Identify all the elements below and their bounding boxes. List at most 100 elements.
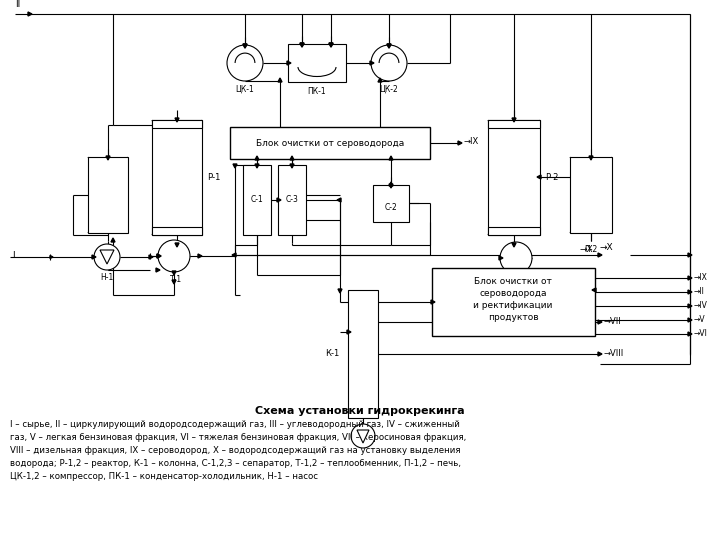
Text: П-2: П-2	[585, 245, 598, 253]
Text: Н-1: Н-1	[100, 273, 114, 282]
Bar	[88, 157, 128, 233]
Text: →X: →X	[580, 245, 593, 253]
Polygon shape	[329, 43, 333, 47]
Polygon shape	[232, 253, 236, 257]
Polygon shape	[100, 250, 114, 264]
Polygon shape	[290, 156, 294, 160]
Text: продуктов: продуктов	[487, 314, 539, 322]
Polygon shape	[172, 280, 176, 284]
Polygon shape	[290, 164, 294, 168]
Text: →IX: →IX	[694, 273, 708, 281]
Text: Блок очистки от: Блок очистки от	[474, 278, 552, 287]
Polygon shape	[287, 61, 291, 65]
Polygon shape	[688, 304, 692, 308]
Polygon shape	[512, 118, 516, 122]
Text: →VI: →VI	[694, 328, 708, 338]
Polygon shape	[92, 255, 96, 259]
Polygon shape	[378, 78, 382, 82]
Bar	[488, 120, 540, 235]
Polygon shape	[512, 243, 516, 247]
Polygon shape	[387, 44, 391, 48]
Polygon shape	[688, 332, 692, 336]
Circle shape	[371, 45, 407, 81]
Polygon shape	[156, 268, 160, 272]
Text: →VIII: →VIII	[604, 348, 624, 357]
Polygon shape	[175, 243, 179, 247]
Polygon shape	[688, 318, 692, 322]
Text: С-1: С-1	[251, 195, 264, 205]
Polygon shape	[50, 255, 53, 259]
Bar	[243, 165, 271, 235]
Bar	[152, 227, 202, 235]
Polygon shape	[157, 254, 161, 258]
Text: I – сырье, II – циркулирующий водородсодержащий газ, III – углеводородный газ, I: I – сырье, II – циркулирующий водородсод…	[10, 420, 460, 429]
Polygon shape	[300, 43, 304, 47]
Polygon shape	[389, 156, 393, 160]
Polygon shape	[592, 288, 596, 292]
Polygon shape	[243, 44, 247, 48]
Polygon shape	[389, 184, 393, 188]
Polygon shape	[387, 44, 391, 48]
Text: К-1: К-1	[325, 349, 339, 359]
Polygon shape	[277, 198, 281, 202]
Circle shape	[158, 240, 190, 272]
Polygon shape	[537, 175, 541, 179]
Polygon shape	[198, 254, 202, 258]
Polygon shape	[300, 43, 304, 47]
Text: II: II	[15, 0, 20, 9]
Bar	[278, 165, 306, 235]
Text: сероводорода: сероводорода	[480, 289, 546, 299]
Text: Т-2: Т-2	[512, 278, 524, 287]
Polygon shape	[28, 12, 32, 16]
Text: →V: →V	[694, 314, 706, 323]
Text: Т-1: Т-1	[170, 275, 182, 285]
Text: водорода; Р-1,2 – реактор, К-1 – колонна, С-1,2,3 – сепаратор, Т-1,2 – теплообме: водорода; Р-1,2 – реактор, К-1 – колонна…	[10, 459, 461, 468]
Polygon shape	[458, 141, 462, 145]
Text: Р-1: Р-1	[207, 172, 220, 181]
Polygon shape	[243, 44, 247, 48]
Polygon shape	[598, 320, 602, 324]
Text: →II: →II	[694, 287, 705, 295]
Text: →IX: →IX	[463, 138, 478, 146]
Polygon shape	[278, 78, 282, 82]
Text: Р-2: Р-2	[545, 172, 559, 181]
Text: ЦК-2: ЦК-2	[379, 84, 398, 93]
Polygon shape	[357, 430, 369, 443]
Polygon shape	[431, 300, 435, 304]
Text: П-1: П-1	[102, 245, 114, 253]
Polygon shape	[370, 61, 374, 65]
Polygon shape	[175, 118, 179, 122]
Text: ПК-1: ПК-1	[307, 86, 326, 96]
Polygon shape	[598, 253, 602, 257]
Polygon shape	[598, 352, 602, 356]
Polygon shape	[347, 330, 351, 334]
Polygon shape	[255, 164, 259, 168]
Polygon shape	[589, 156, 593, 160]
Circle shape	[227, 45, 263, 81]
Polygon shape	[337, 198, 341, 202]
Text: С-2: С-2	[384, 204, 397, 213]
Bar	[432, 268, 595, 336]
Text: С-3: С-3	[286, 195, 298, 205]
Bar	[348, 290, 378, 418]
Bar	[488, 227, 540, 235]
Polygon shape	[255, 156, 259, 160]
Polygon shape	[111, 238, 115, 242]
Text: →X: →X	[600, 244, 613, 253]
Polygon shape	[233, 164, 237, 168]
Bar	[570, 157, 612, 233]
Circle shape	[94, 244, 120, 270]
Text: и ректификации: и ректификации	[473, 301, 553, 310]
Polygon shape	[499, 256, 503, 260]
Polygon shape	[106, 156, 110, 160]
Text: ЦК-1: ЦК-1	[235, 84, 254, 93]
Text: →VII: →VII	[604, 316, 622, 326]
Circle shape	[351, 424, 375, 448]
Text: ЦК-1,2 – компрессор, ПК-1 – конденсатор-холодильник, Н-1 – насос: ЦК-1,2 – компрессор, ПК-1 – конденсатор-…	[10, 472, 318, 481]
Text: VIII – дизельная фракция, IX – сероводород, X – водородсодержащий газ на установ: VIII – дизельная фракция, IX – сероводор…	[10, 446, 461, 455]
Text: Блок очистки от сероводорода: Блок очистки от сероводорода	[256, 138, 404, 147]
Text: →IV: →IV	[694, 300, 708, 309]
Bar	[230, 127, 430, 159]
Bar	[152, 120, 202, 235]
Polygon shape	[149, 255, 153, 259]
